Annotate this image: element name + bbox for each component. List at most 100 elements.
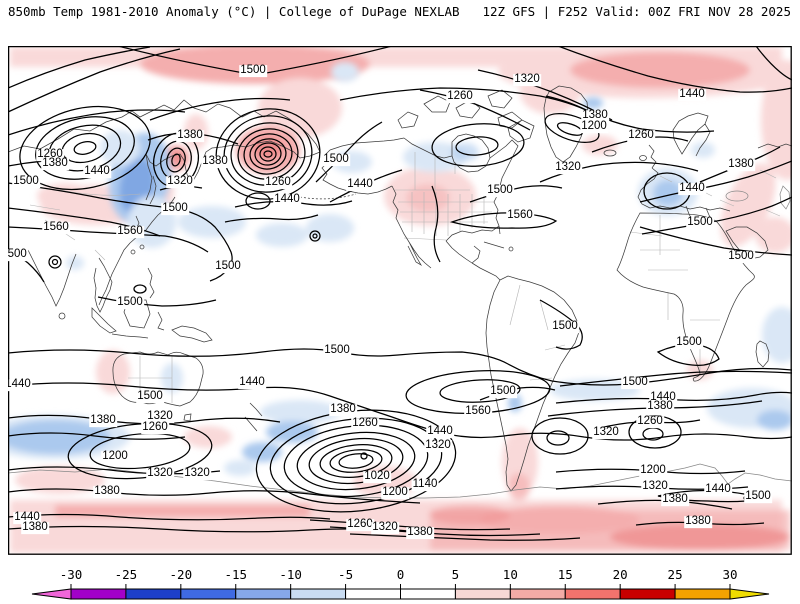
colorbar-tick-label: -10 — [279, 567, 302, 582]
colorbar-segment — [290, 588, 347, 600]
contour-label: 1320 — [146, 467, 174, 480]
contour-label: 1380 — [329, 403, 357, 416]
contour-label: 1200 — [381, 486, 409, 499]
colorbar-segment — [125, 588, 182, 600]
contour-label: 1200 — [639, 464, 667, 477]
contour-label: 1320 — [554, 161, 582, 174]
contour-label: 1500 — [116, 296, 144, 309]
contour-label: 1440 — [13, 511, 41, 524]
colorbar-over-arrow — [729, 588, 770, 600]
contour-label: 1500 — [322, 153, 350, 166]
contour-label: 1200 — [580, 120, 608, 133]
colorbar-under-arrow — [31, 588, 72, 600]
colorbar-canvas: -30 -25 -20 -15 -10 -5 0 5 10 15 20 25 30 — [31, 567, 770, 600]
colorbar-tick-label: -30 — [60, 567, 83, 582]
contour-label: 1260 — [636, 415, 664, 428]
colorbar-tick-label: 0 — [397, 567, 405, 582]
colorbar-tick-label: -20 — [170, 567, 193, 582]
model-run-valid-info: 12Z GFS | F252 Valid: 00Z FRI NOV 28 202… — [482, 4, 791, 19]
contour-label: 1260 — [446, 90, 474, 103]
contour-label: 1500 — [727, 250, 755, 263]
colorbar-tick-label: 20 — [613, 567, 628, 582]
colorbar-segment — [180, 588, 237, 600]
contour-label: 1440 — [346, 178, 374, 191]
header: 850mb Temp 1981-2010 Anomaly (°C) | Coll… — [8, 4, 791, 19]
colorbar-tick-label: 30 — [722, 567, 737, 582]
contour-label: 1260 — [627, 129, 655, 142]
contour-label: 1440 — [426, 425, 454, 438]
colorbar-segment — [400, 588, 456, 600]
contour-label: 1320 — [183, 467, 211, 480]
contour-label: 1380 — [727, 158, 755, 171]
contour-label: 1560 — [116, 225, 144, 238]
contour-label: 1500 — [8, 248, 28, 261]
contour-label: 1200 — [101, 450, 129, 463]
contour-label: 1440 — [8, 378, 32, 391]
contour-label: 1260 — [351, 417, 379, 430]
colorbar-segment — [454, 588, 511, 600]
map-frame — [8, 46, 792, 555]
contour-label: 1320 — [592, 426, 620, 439]
contour-label: 1380 — [661, 493, 689, 506]
contour-label: 1260 — [36, 148, 64, 161]
colorbar-segment — [235, 588, 292, 600]
contour-label: 1380 — [581, 109, 609, 122]
contour-label: 1380 — [406, 526, 434, 539]
contour-label: 1440 — [273, 193, 301, 206]
contour-label: 1260 — [346, 518, 374, 531]
contour-label: 1500 — [744, 490, 772, 503]
contour-label: 1320 — [166, 175, 194, 188]
contour-label: 1260 — [264, 176, 292, 189]
contour-label: 1380 — [89, 414, 117, 427]
colorbar-segment — [674, 588, 731, 600]
colorbar-segment — [509, 588, 566, 600]
contour-label: 1380 — [646, 400, 674, 413]
anomaly-map: 1500 1320 1260 1440 1380 1200 1260 1380 1260 1380… — [8, 46, 792, 555]
contour-label: 1380 — [41, 157, 69, 170]
coastlines — [8, 85, 792, 499]
contour-label: 1500 — [214, 260, 242, 273]
contour-label: 1140 — [411, 478, 439, 491]
contour-label: 1020 — [363, 470, 391, 483]
contour-label: 1260 — [141, 421, 169, 434]
contour-label: 1500 — [489, 385, 517, 398]
contour-label: 1440 — [238, 376, 266, 389]
contour-label: 1440 — [678, 182, 706, 195]
contour-label: 1560 — [506, 209, 534, 222]
colorbar-segment — [564, 588, 621, 600]
contour-label: 1440 — [83, 165, 111, 178]
colorbar-tick-label: -15 — [224, 567, 247, 582]
colorbar-segment — [345, 588, 402, 600]
contour-label: 1500 — [486, 184, 514, 197]
contour-label: 1500 — [239, 64, 267, 77]
contour-label: 1440 — [678, 88, 706, 101]
contour-label: 1500 — [621, 376, 649, 389]
contour-label: 1380 — [684, 515, 712, 528]
contour-label: 1320 — [424, 439, 452, 452]
contour-label: 1500 — [675, 336, 703, 349]
contour-label: 1440 — [704, 483, 732, 496]
height-contours — [8, 46, 792, 541]
contour-label: 1560 — [464, 405, 492, 418]
contour-label: 1560 — [42, 221, 70, 234]
colorbar: -30 -25 -20 -15 -10 -5 0 5 10 15 20 25 30 — [0, 555, 800, 600]
contour-label: 1380 — [93, 485, 121, 498]
colorbar-tick-label: 25 — [668, 567, 683, 582]
colorbar-tick-label: 15 — [558, 567, 573, 582]
contour-label: 1500 — [161, 202, 189, 215]
contour-label: 1500 — [136, 390, 164, 403]
colorbar-segment — [70, 588, 127, 600]
contour-label: 1380 — [21, 521, 49, 534]
contour-label: 1500 — [551, 320, 579, 333]
contour-label: 1320 — [371, 521, 399, 534]
contour-label: 1320 — [146, 410, 174, 423]
colorbar-tick-label: 10 — [503, 567, 518, 582]
colorbar-segment — [619, 588, 676, 600]
contour-label: 1380 — [176, 129, 204, 142]
contour-label: 1500 — [686, 216, 714, 229]
contour-label: 1500 — [12, 175, 40, 188]
contour-label: 1320 — [513, 73, 541, 86]
contour-label: 1440 — [649, 391, 677, 404]
contour-label: 1380 — [201, 155, 229, 168]
